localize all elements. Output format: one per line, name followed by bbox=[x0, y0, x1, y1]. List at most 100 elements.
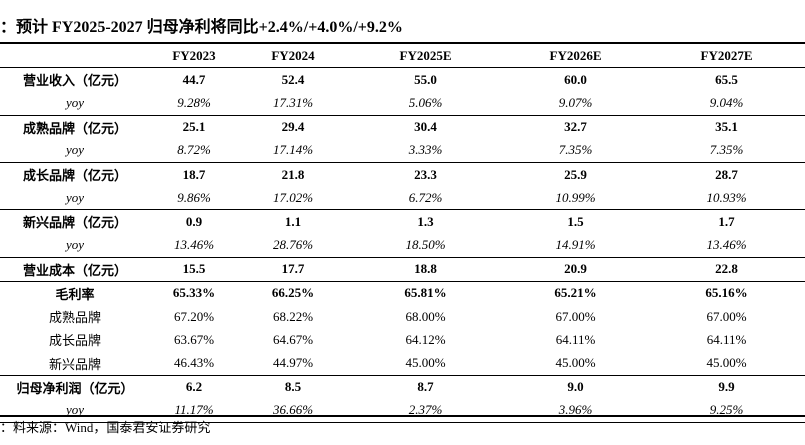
table-cell: 7.35% bbox=[503, 138, 648, 163]
table-cell: 23.3 bbox=[414, 166, 437, 182]
table-cell: 13.46% bbox=[648, 233, 805, 258]
table-cell: 52.4 bbox=[281, 71, 305, 87]
table-cell: 45.00% bbox=[348, 351, 503, 376]
forecast-table: FY2023 FY2024 FY2025E FY2026E FY2027E 营业… bbox=[0, 44, 805, 423]
table-cell: 11.17% bbox=[150, 398, 238, 423]
row-label: yoy bbox=[0, 91, 150, 116]
table-cell: 46.43% bbox=[150, 351, 238, 376]
table-title: ：预计 FY2025-2027 归母净利将同比+2.4%/+4.0%/+9.2% bbox=[0, 19, 403, 36]
table-row: yoy 9.86% 17.02% 6.72% 10.99% 10.93% bbox=[0, 186, 805, 211]
row-label: yoy bbox=[0, 138, 150, 163]
top-rule bbox=[0, 42, 805, 44]
column-header: FY2023 bbox=[150, 44, 238, 69]
table-cell: 3.96% bbox=[503, 398, 648, 423]
table-row: 成熟品牌 67.20% 68.22% 68.00% 67.00% 67.00% bbox=[0, 305, 805, 328]
source-note: ：料来源：Wind，国泰君安证券研究 bbox=[0, 420, 211, 435]
table-cell: 9.25% bbox=[648, 398, 805, 423]
table-cell: 1.7 bbox=[718, 213, 735, 229]
table-cell: 17.02% bbox=[238, 186, 348, 211]
table-cell: 65.5 bbox=[715, 71, 738, 87]
row-label: 归母净利润（亿元） bbox=[16, 380, 134, 396]
table-cell: 60.0 bbox=[564, 71, 587, 87]
table-cell: 68.00% bbox=[405, 308, 446, 324]
table-cell: 36.66% bbox=[238, 398, 348, 423]
table-cell: 18.8 bbox=[348, 257, 503, 282]
table-cell: 9.07% bbox=[503, 91, 648, 116]
table-cell: 65.33% bbox=[172, 285, 216, 301]
column-header: FY2027E bbox=[648, 44, 805, 69]
table-cell: 30.4 bbox=[414, 119, 437, 135]
table-cell: 17.31% bbox=[238, 91, 348, 116]
table-cell: 7.35% bbox=[648, 138, 805, 163]
table-cell: 17.14% bbox=[238, 138, 348, 163]
table-row: 毛利率 65.33% 66.25% 65.81% 65.21% 65.16% bbox=[0, 281, 805, 305]
table-body: 营业收入（亿元） 44.7 52.4 55.0 60.0 65.5 yoy 9.28% 17.3… bbox=[0, 68, 805, 423]
table-row: yoy 13.46% 28.76% 18.50% 14.91% 13.46% bbox=[0, 233, 805, 258]
column-header: FY2024 bbox=[238, 44, 348, 69]
header-row: FY2023 FY2024 FY2025E FY2026E FY2027E bbox=[0, 44, 805, 69]
table-cell: 6.72% bbox=[348, 186, 503, 211]
table-row: 成熟品牌（亿元） 25.1 29.4 30.4 32.7 35.1 bbox=[0, 115, 805, 139]
table-cell: 17.7 bbox=[238, 257, 348, 282]
column-header: FY2026E bbox=[503, 44, 648, 69]
table-cell: 8.7 bbox=[417, 379, 434, 395]
row-label: yoy bbox=[0, 398, 150, 423]
table-cell: 44.97% bbox=[238, 351, 348, 376]
table-row: 归母净利润（亿元） 6.2 8.5 8.7 9.0 9.9 bbox=[0, 375, 805, 399]
table-cell: 45.00% bbox=[648, 351, 805, 376]
table-cell: 6.2 bbox=[185, 379, 203, 395]
row-label: 成长品牌 bbox=[48, 333, 101, 349]
table-cell: 13.46% bbox=[150, 233, 238, 258]
table-cell: 25.9 bbox=[564, 166, 587, 182]
table-row: yoy 8.72% 17.14% 3.33% 7.35% 7.35% bbox=[0, 138, 805, 163]
table-cell: 8.72% bbox=[150, 138, 238, 163]
table-cell: 67.00% bbox=[555, 308, 596, 324]
table-cell: 9.04% bbox=[648, 91, 805, 116]
table-cell: 14.91% bbox=[503, 233, 648, 258]
table-cell: 68.22% bbox=[272, 308, 314, 324]
table-cell: 64.11% bbox=[706, 331, 747, 347]
table-cell: 65.16% bbox=[705, 285, 748, 301]
table-cell: 10.99% bbox=[503, 186, 648, 211]
row-label: 营业收入（亿元） bbox=[22, 73, 127, 89]
table-cell: 1.1 bbox=[284, 213, 302, 229]
bottom-rule bbox=[0, 415, 805, 417]
row-label: 成熟品牌 bbox=[48, 310, 101, 326]
row-label: 毛利率 bbox=[55, 286, 95, 302]
table-cell: 32.7 bbox=[564, 119, 587, 135]
row-label: 成长品牌（亿元） bbox=[22, 168, 127, 184]
row-label: 新兴品牌（亿元） bbox=[22, 215, 127, 231]
table-cell: 44.7 bbox=[182, 71, 206, 87]
table-cell: 8.5 bbox=[284, 379, 302, 395]
row-label: 营业成本（亿元） bbox=[0, 257, 150, 282]
table-cell: 45.00% bbox=[503, 351, 648, 376]
table-row: yoy 11.17% 36.66% 2.37% 3.96% 9.25% bbox=[0, 398, 805, 423]
table-cell: 28.76% bbox=[238, 233, 348, 258]
table-cell: 10.93% bbox=[648, 186, 805, 211]
table-cell: 64.67% bbox=[272, 331, 314, 347]
table-cell: 3.33% bbox=[348, 138, 503, 163]
column-header: FY2025E bbox=[348, 44, 503, 69]
row-label: yoy bbox=[0, 233, 150, 258]
table-cell: 63.67% bbox=[173, 331, 215, 347]
row-label: 成熟品牌（亿元） bbox=[22, 120, 127, 136]
table-row: 成长品牌 63.67% 64.67% 64.12% 64.11% 64.11% bbox=[0, 328, 805, 351]
table-cell: 15.5 bbox=[150, 257, 238, 282]
table-cell: 9.9 bbox=[718, 379, 735, 395]
table-cell: 22.8 bbox=[648, 257, 805, 282]
table-cell: 67.20% bbox=[173, 308, 215, 324]
table-cell: 9.28% bbox=[150, 91, 238, 116]
table-cell: 1.5 bbox=[567, 213, 584, 229]
table-row: 成长品牌（亿元） 18.7 21.8 23.3 25.9 28.7 bbox=[0, 162, 805, 186]
table-cell: 0.9 bbox=[185, 213, 203, 229]
table-cell: 20.9 bbox=[503, 257, 648, 282]
table-cell: 9.86% bbox=[150, 186, 238, 211]
table-cell: 65.81% bbox=[404, 285, 447, 301]
table-cell: 21.8 bbox=[281, 166, 305, 182]
table-cell: 64.11% bbox=[555, 331, 596, 347]
row-label: 新兴品牌 bbox=[0, 351, 150, 376]
table-row: 新兴品牌 46.43% 44.97% 45.00% 45.00% 45.00% bbox=[0, 351, 805, 376]
table-cell: 67.00% bbox=[706, 308, 747, 324]
table-row: yoy 9.28% 17.31% 5.06% 9.07% 9.04% bbox=[0, 91, 805, 116]
table-cell: 28.7 bbox=[715, 166, 738, 182]
